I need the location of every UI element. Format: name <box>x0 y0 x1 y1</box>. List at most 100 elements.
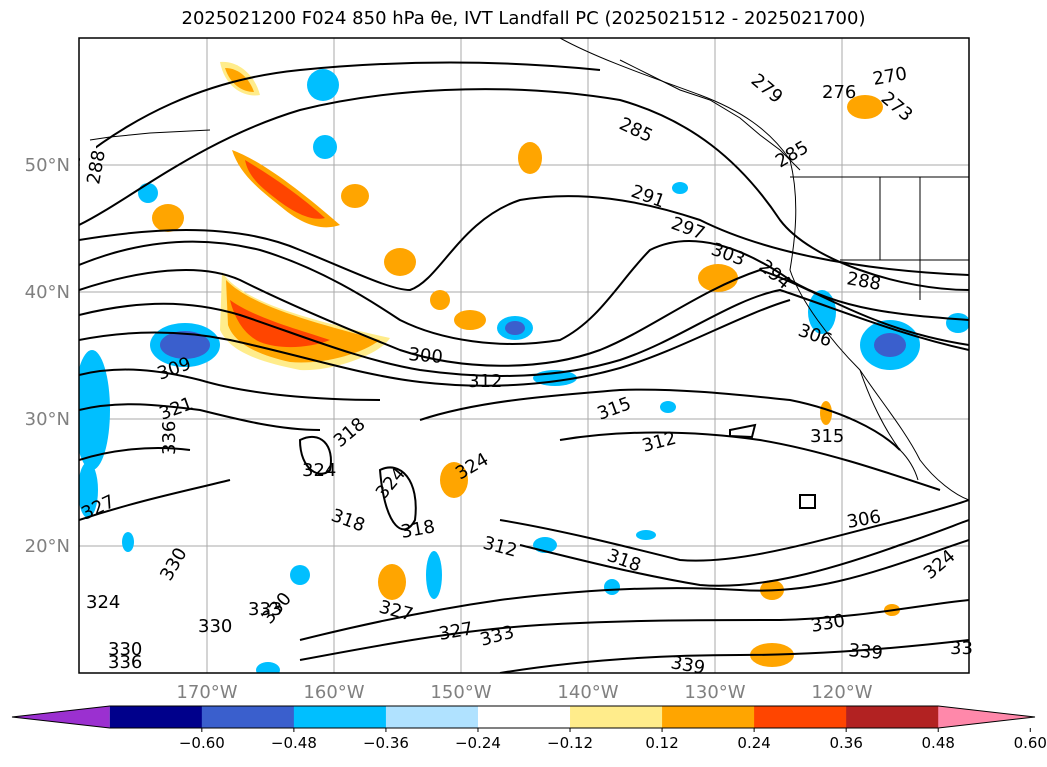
colorbar-segment <box>109 706 203 728</box>
contour-label: 279 <box>747 70 787 108</box>
contour-line <box>79 447 191 461</box>
shade-negative <box>808 290 836 334</box>
contour-label: 333 <box>478 622 517 651</box>
contour-closed <box>378 466 417 531</box>
contour-line <box>559 431 941 491</box>
contour-label: 312 <box>481 533 520 562</box>
colorbar-segment <box>201 706 295 728</box>
contour-label: 324 <box>920 546 960 584</box>
contour-label: 321 <box>157 393 196 424</box>
contour-line <box>79 268 969 367</box>
contour-label: 324 <box>372 463 410 503</box>
latitude-label: 50°N <box>25 155 70 176</box>
map-area <box>79 38 969 673</box>
shade-positive <box>518 142 542 174</box>
contour-label: 297 <box>668 213 707 244</box>
colorbar-tick-label: −0.12 <box>547 734 593 752</box>
longitude-label: 120°W <box>811 682 872 703</box>
colorbar-tick-label: 0.60 <box>1014 734 1047 752</box>
contour-line <box>79 479 231 521</box>
shade-positive <box>230 300 330 348</box>
contour-label: 276 <box>822 82 856 103</box>
longitude-label: 140°W <box>557 682 618 703</box>
shade-positive <box>698 264 738 292</box>
shade-positive <box>430 290 450 310</box>
colorbar-extend-high <box>938 706 1035 728</box>
contour-line <box>499 639 969 673</box>
shade-negative <box>138 183 158 203</box>
latitude-labels: 50°N 40°N 30°N 20°N <box>25 155 70 557</box>
contour-label: 330 <box>258 588 296 628</box>
colorbar-segment <box>293 706 387 728</box>
colorbar-segment <box>846 706 939 728</box>
contour-line <box>79 288 969 377</box>
figure-title: 2025021200 F024 850 hPa θe, IVT Landfall… <box>181 8 866 29</box>
shade-negative <box>660 401 676 413</box>
shade-positive <box>152 204 184 232</box>
contour-label: 285 <box>616 113 656 147</box>
colorbar-segment <box>754 706 847 728</box>
contour-label: 291 <box>628 181 667 212</box>
shade-negative <box>505 321 525 335</box>
contour-line <box>419 388 901 451</box>
colorbar-tick-label: 0.12 <box>645 734 678 752</box>
contour-line <box>299 599 969 661</box>
contour-line <box>299 539 969 641</box>
colorbar-tick-label: 0.48 <box>922 734 955 752</box>
contour-line <box>79 368 381 401</box>
contour-closed <box>799 494 816 509</box>
state-borders <box>840 177 969 300</box>
colorbar-tick-label: −0.48 <box>271 734 317 752</box>
contour-line <box>79 299 791 387</box>
shade-positive <box>440 462 468 498</box>
contour-line <box>519 519 969 587</box>
colorbar-tick-label: −0.36 <box>363 734 409 752</box>
contour-line <box>79 61 601 161</box>
contour-label: 330 <box>156 544 191 584</box>
colorbar-segment <box>570 706 663 728</box>
contour-line <box>79 195 969 292</box>
longitude-labels: 170°W 160°W 150°W 140°W 130°W 120°W <box>176 682 872 703</box>
contour-label: 288 <box>845 268 882 295</box>
latitude-label: 40°N <box>25 282 70 303</box>
shade-negative <box>307 69 339 101</box>
contour-line <box>499 499 969 562</box>
contour-line <box>79 403 321 431</box>
contour-label: 288 <box>83 148 110 185</box>
shade-negative <box>160 331 210 359</box>
contour-label: 324 <box>302 460 336 481</box>
colorbar-segment <box>385 706 479 728</box>
colorbar-extend-low <box>12 706 110 728</box>
contour-closed <box>298 435 332 475</box>
baja-california <box>859 369 919 481</box>
contour-label: 270 <box>871 63 908 90</box>
longitude-label: 150°W <box>430 682 491 703</box>
latitude-label: 30°N <box>25 409 70 430</box>
contour-label: 333 <box>248 599 282 620</box>
contour-label: 336 <box>108 652 142 673</box>
map-frame <box>78 37 970 674</box>
shade-negative <box>946 313 969 333</box>
shade-positive <box>245 160 325 219</box>
theta-e-contours <box>79 61 969 673</box>
shade-negative <box>313 135 337 159</box>
longitude-label: 160°W <box>303 682 364 703</box>
shade-positive <box>454 310 486 330</box>
colorbar-tick-label: −0.24 <box>455 734 501 752</box>
colorbar-outline <box>11 705 1036 729</box>
colorbar-segment <box>477 706 571 728</box>
colorbar: −0.60 −0.48 −0.36 −0.24 −0.12 0.12 0.24 0.36 0.4… <box>11 705 1047 752</box>
contour-label: 330 <box>198 616 232 637</box>
shade-negative <box>636 530 656 540</box>
coastline-north-america <box>559 38 969 501</box>
colorbar-tick-label: 0.24 <box>737 734 770 752</box>
contour-line <box>79 240 969 345</box>
contour-label: 285 <box>772 137 812 172</box>
label-halo <box>80 146 96 186</box>
longitude-label: 170°W <box>176 682 237 703</box>
shade-negative <box>874 333 906 357</box>
contour-label: 327 <box>437 618 474 645</box>
contour-label: 300 <box>408 344 444 368</box>
shading-layer <box>79 61 969 673</box>
